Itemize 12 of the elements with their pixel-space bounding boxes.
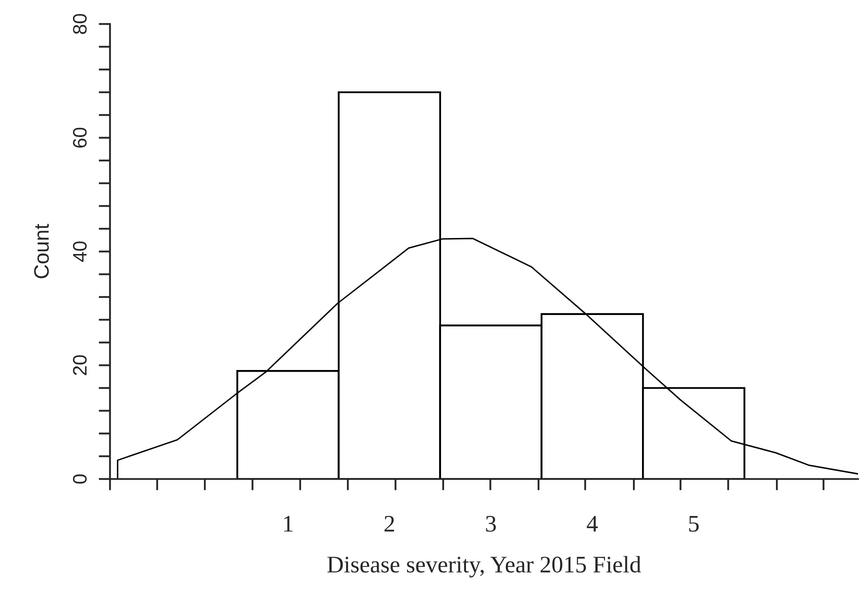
x-tick-label: 2 bbox=[384, 516, 394, 532]
y-tick-label: 40 bbox=[72, 241, 87, 262]
y-tick-label: 60 bbox=[72, 128, 87, 148]
x-tick-label: 3 bbox=[486, 516, 496, 532]
y-tick-label: 80 bbox=[72, 14, 87, 34]
y-tick-label: 0 bbox=[72, 474, 87, 484]
y-axis-title: Count bbox=[34, 224, 49, 278]
y-tick-label: 20 bbox=[72, 355, 87, 376]
x-axis-title: Disease severity, Year 2015 Field bbox=[327, 556, 641, 578]
x-tick-label: 5 bbox=[689, 516, 699, 532]
x-tick-label: 4 bbox=[586, 516, 598, 532]
x-tick-label: 1 bbox=[284, 516, 292, 532]
